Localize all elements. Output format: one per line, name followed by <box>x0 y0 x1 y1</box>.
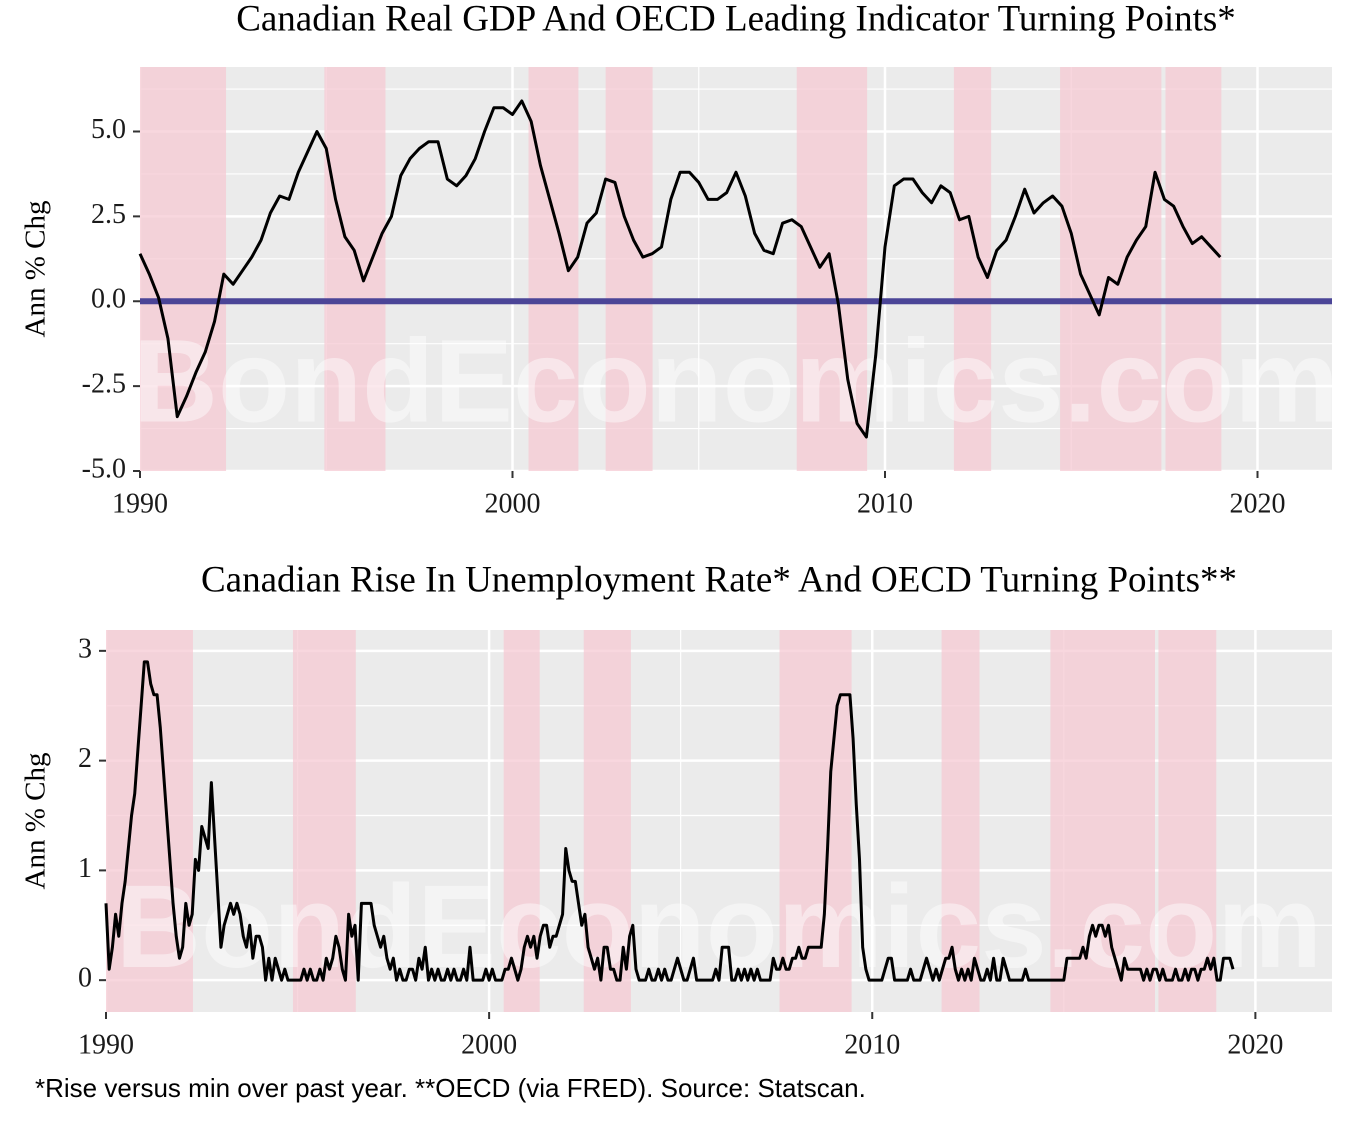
turning-point-band <box>324 67 386 471</box>
y-axis-label: Ann % Chg <box>20 753 52 890</box>
y-axis-label: Ann % Chg <box>20 201 52 338</box>
data-line <box>138 99 1222 439</box>
x-tick-label: 2020 <box>1230 488 1286 519</box>
turning-point-band <box>1050 630 1155 1012</box>
turning-point-band <box>1165 67 1222 471</box>
chart-title: Canadian Rise In Unemployment Rate* And … <box>201 559 1237 600</box>
x-tick-label: 2000 <box>461 1029 517 1060</box>
turning-point-band <box>292 630 356 1012</box>
y-tick-label: 0.0 <box>91 284 126 315</box>
chart-title: Canadian Real GDP And OECD Leading Indic… <box>236 0 1236 39</box>
x-tick-label: 1990 <box>112 488 168 519</box>
y-tick-label: 3 <box>78 633 92 664</box>
turning-point-band <box>1158 630 1217 1012</box>
data-line <box>104 660 1235 982</box>
watermark: BondEconomics.com <box>133 315 1339 447</box>
turning-point-band <box>605 67 653 471</box>
turning-point-band <box>503 630 540 1012</box>
x-tick-label: 2010 <box>857 488 913 519</box>
y-tick-label: 1 <box>78 853 92 884</box>
y-tick-label: -5.0 <box>82 453 126 484</box>
y-tick-label: 2 <box>78 743 92 774</box>
footnote: *Rise versus min over past year. **OECD … <box>35 1073 866 1103</box>
y-tick-label: 5.0 <box>91 114 126 145</box>
y-tick-label: -2.5 <box>82 369 126 400</box>
y-tick-label: 2.5 <box>91 199 126 230</box>
turning-point-band <box>941 630 980 1012</box>
x-tick-label: 2010 <box>844 1029 900 1060</box>
y-tick-label: 0 <box>78 963 92 994</box>
x-tick-label: 1990 <box>78 1029 134 1060</box>
x-tick-label: 2020 <box>1227 1029 1283 1060</box>
x-tick-label: 2000 <box>485 488 541 519</box>
turning-point-band <box>1060 67 1162 471</box>
